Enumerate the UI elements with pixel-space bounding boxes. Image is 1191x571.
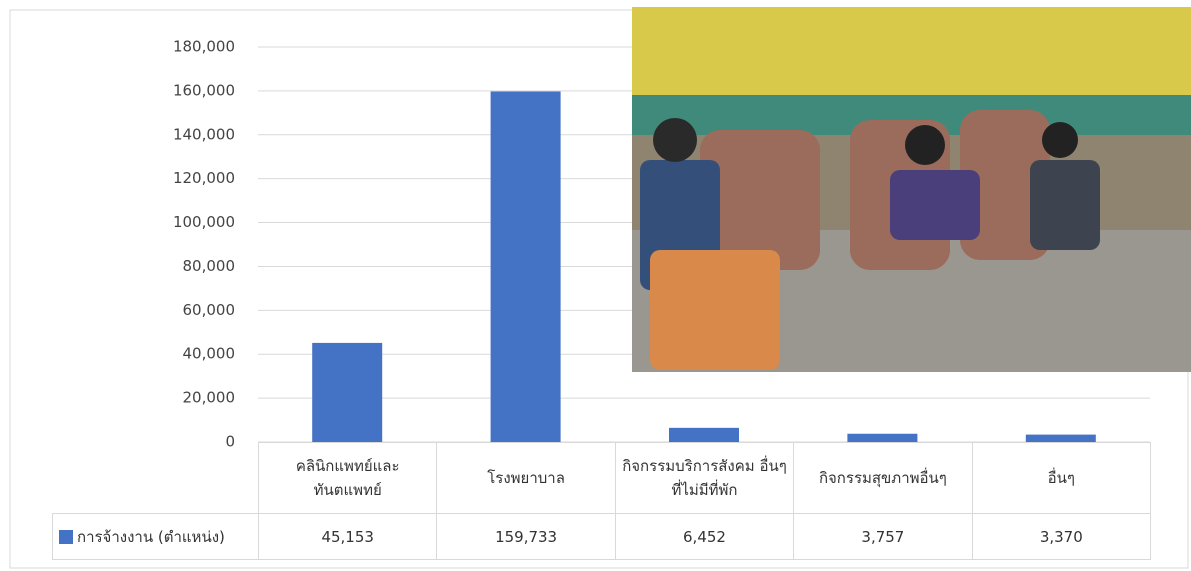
y-tick-label: 180,000 xyxy=(173,38,235,56)
photo xyxy=(632,7,1191,372)
table-value: 45,153 xyxy=(258,513,437,560)
y-tick-label: 60,000 xyxy=(183,301,236,319)
y-tick-label: 100,000 xyxy=(173,213,235,231)
table-value: 3,757 xyxy=(793,513,972,560)
bar xyxy=(312,343,382,442)
x-tick-label: อื่นๆ xyxy=(972,442,1151,514)
y-tick-label: 40,000 xyxy=(183,345,236,363)
table-value: 3,370 xyxy=(972,513,1151,560)
bar xyxy=(1026,435,1096,442)
y-tick-label: 120,000 xyxy=(173,169,235,187)
x-tick-label: โรงพยาบาล xyxy=(436,442,615,514)
legend-label: การจ้างงาน (ตำแหน่ง) xyxy=(77,525,225,549)
table-value-text: 6,452 xyxy=(683,525,726,549)
x-tick-label-text: โรงพยาบาล xyxy=(487,466,565,490)
table-value: 6,452 xyxy=(615,513,794,560)
y-tick-label: 0 xyxy=(225,433,235,451)
x-tick-label: กิจกรรมบริการสังคม อื่นๆ ที่ไม่มีที่พัก xyxy=(615,442,794,514)
legend-swatch xyxy=(59,530,73,544)
table-value-text: 45,153 xyxy=(321,525,374,549)
table-value-text: 3,757 xyxy=(861,525,904,549)
legend-cell: การจ้างงาน (ตำแหน่ง) xyxy=(52,513,259,560)
x-tick-label: กิจกรรมสุขภาพอื่นๆ xyxy=(793,442,972,514)
x-tick-label-text: คลินิกแพทย์และ ทันตแพทย์ xyxy=(265,454,430,502)
table-value-text: 3,370 xyxy=(1040,525,1083,549)
y-tick-label: 80,000 xyxy=(183,257,236,275)
y-tick-label: 160,000 xyxy=(173,81,235,99)
x-tick-label-text: อื่นๆ xyxy=(1048,466,1075,490)
y-tick-label: 20,000 xyxy=(183,389,236,407)
bar xyxy=(847,434,917,442)
x-tick-label-text: กิจกรรมสุขภาพอื่นๆ xyxy=(819,466,947,490)
y-tick-label: 140,000 xyxy=(173,125,235,143)
bar xyxy=(491,91,561,442)
x-tick-label: คลินิกแพทย์และ ทันตแพทย์ xyxy=(258,442,437,514)
page: 0 20,000 40,000 60,000 80,000 100,000 120,000 1… xyxy=(0,0,1191,571)
table-value-text: 159,733 xyxy=(495,525,557,549)
table-value: 159,733 xyxy=(436,513,615,560)
x-tick-label-text: กิจกรรมบริการสังคม อื่นๆ ที่ไม่มีที่พัก xyxy=(622,454,787,502)
bar xyxy=(669,428,739,442)
